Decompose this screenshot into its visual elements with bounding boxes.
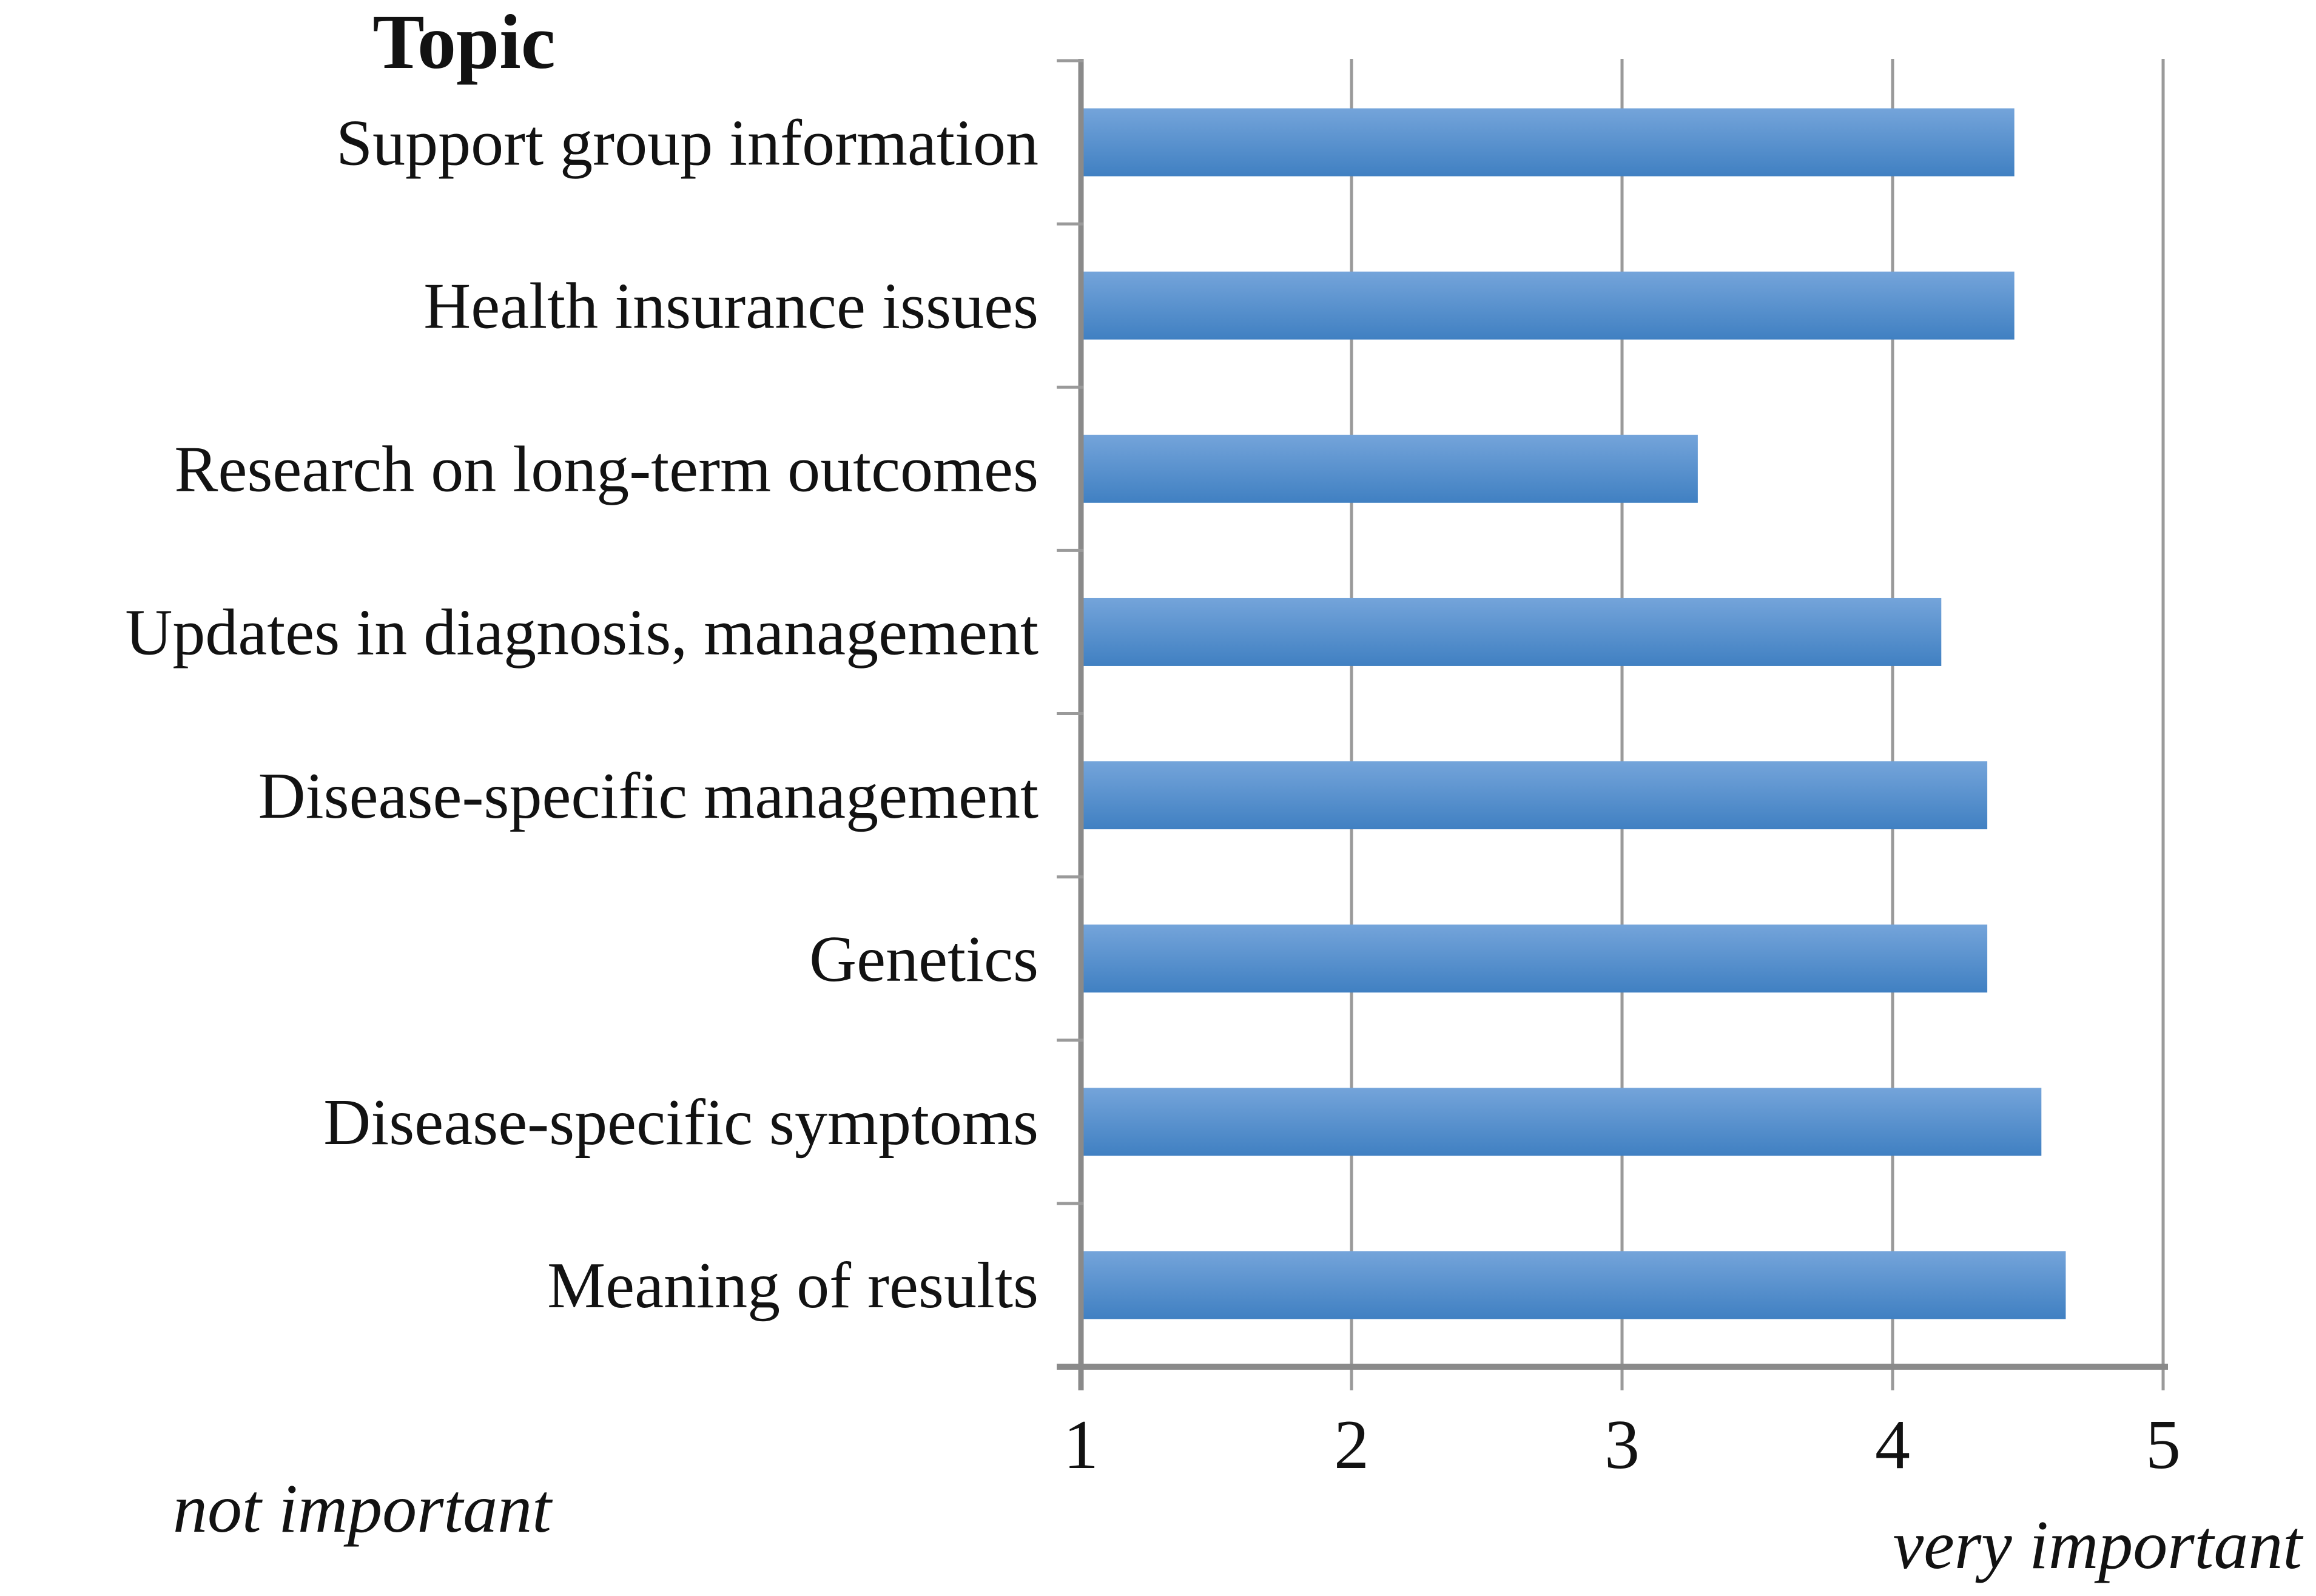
bar-disease-specific-management (1081, 761, 1988, 830)
axis-title-topic: Topic (372, 0, 555, 85)
bar-updates-in-diagnosis-management (1081, 598, 1942, 666)
category-label-meaning-of-results: Meaning of results (547, 1250, 1038, 1322)
bar-meaning-of-results (1081, 1251, 2066, 1319)
bar-disease-specific-symptoms (1081, 1088, 2042, 1156)
scale-note-very-important: very important (1893, 1506, 2304, 1583)
category-label-health-insurance-issues: Health insurance issues (423, 270, 1038, 342)
category-label-disease-specific-symptoms: Disease-specific symptoms (323, 1086, 1038, 1159)
x-tick-label-5: 5 (2146, 1406, 2181, 1484)
x-tick-label-4: 4 (1875, 1406, 1910, 1484)
category-label-genetics: Genetics (809, 923, 1038, 995)
category-label-updates-in-diagnosis-management: Updates in diagnosis, management (125, 597, 1038, 669)
x-tick-label-2: 2 (1334, 1406, 1369, 1484)
bar-support-group-information (1081, 108, 2015, 177)
category-label-research-on-long-term-outcomes: Research on long-term outcomes (174, 434, 1038, 506)
bar-genetics (1081, 924, 1988, 993)
category-label-disease-specific-management: Disease-specific management (258, 760, 1038, 832)
x-tick-label-1: 1 (1063, 1406, 1099, 1484)
category-label-support-group-information: Support group information (336, 107, 1038, 179)
scale-note-not-important: not important (173, 1470, 553, 1547)
bar-research-on-long-term-outcomes (1081, 434, 1698, 503)
x-tick-label-3: 3 (1604, 1406, 1640, 1484)
bar-health-insurance-issues (1081, 271, 2015, 340)
